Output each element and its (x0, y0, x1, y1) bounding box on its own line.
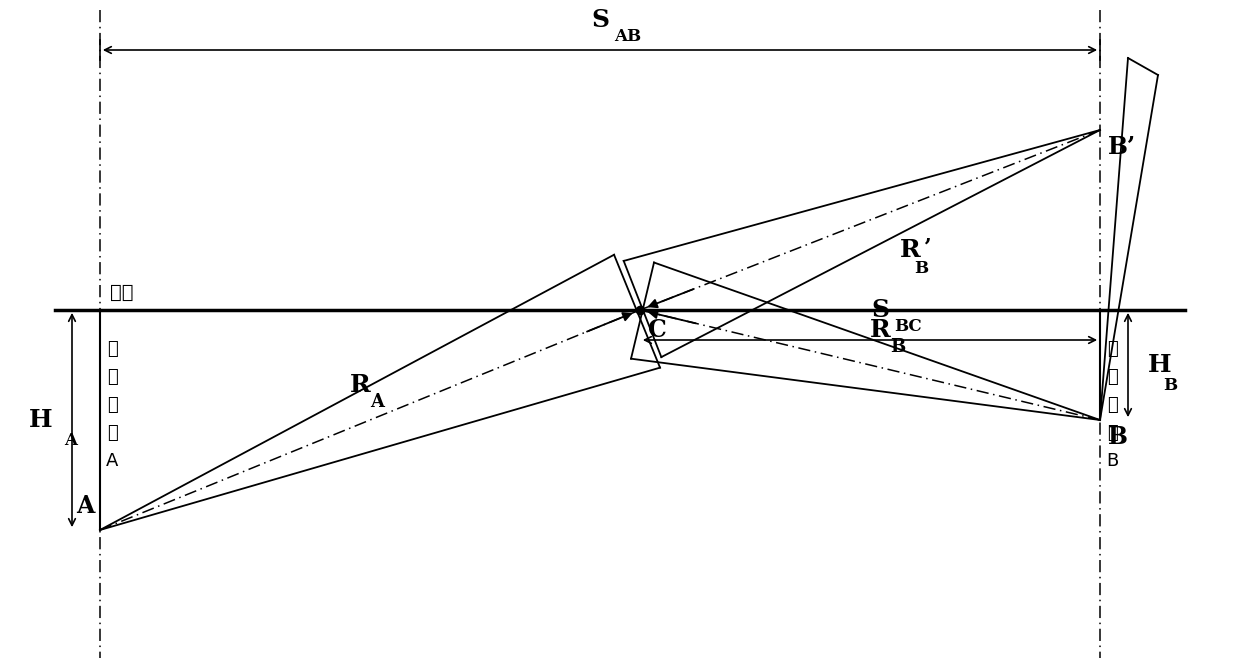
Text: R: R (350, 373, 371, 397)
Text: 测: 测 (1106, 368, 1117, 386)
Text: 断: 断 (1106, 396, 1117, 414)
Text: B: B (1109, 425, 1128, 449)
Text: B: B (890, 338, 905, 356)
Text: 面: 面 (107, 424, 118, 442)
Text: B: B (914, 260, 928, 277)
Text: A: A (64, 432, 77, 449)
Text: 观: 观 (107, 340, 118, 358)
Text: A: A (370, 393, 384, 411)
Text: A: A (77, 494, 95, 518)
Text: R: R (900, 238, 921, 262)
Text: 观: 观 (1106, 340, 1117, 358)
Text: B: B (1106, 452, 1118, 470)
Text: H: H (29, 408, 52, 432)
Text: 断: 断 (107, 396, 118, 414)
Text: B’: B’ (1109, 135, 1136, 159)
Text: B: B (1163, 377, 1177, 394)
Text: H: H (1148, 353, 1172, 377)
Text: S: S (591, 8, 609, 32)
Text: AB: AB (614, 28, 641, 45)
Text: R: R (869, 318, 890, 342)
Text: 面: 面 (1106, 424, 1117, 442)
Text: ’: ’ (924, 237, 931, 259)
Text: 沟道: 沟道 (110, 283, 134, 302)
Text: C: C (649, 318, 667, 342)
Text: S: S (870, 298, 889, 322)
Text: BC: BC (894, 318, 921, 335)
Text: A: A (105, 452, 118, 470)
Text: 测: 测 (107, 368, 118, 386)
